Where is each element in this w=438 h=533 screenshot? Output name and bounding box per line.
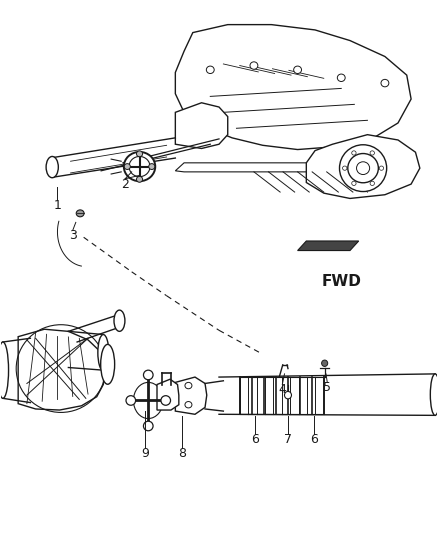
Ellipse shape (46, 157, 58, 177)
Ellipse shape (137, 151, 143, 157)
Ellipse shape (124, 164, 131, 169)
Polygon shape (175, 377, 207, 414)
Ellipse shape (129, 157, 150, 176)
Text: 9: 9 (141, 447, 149, 460)
Ellipse shape (114, 310, 125, 332)
Text: 2: 2 (121, 177, 129, 191)
Polygon shape (157, 379, 179, 410)
Ellipse shape (161, 395, 170, 405)
Ellipse shape (185, 382, 192, 389)
Ellipse shape (343, 166, 347, 170)
Ellipse shape (98, 335, 109, 370)
Polygon shape (18, 329, 105, 410)
Ellipse shape (76, 210, 84, 217)
Polygon shape (175, 25, 411, 150)
Ellipse shape (293, 66, 301, 74)
Text: 8: 8 (178, 447, 186, 460)
Text: 5: 5 (323, 381, 331, 394)
Text: 4: 4 (279, 383, 286, 397)
Ellipse shape (370, 151, 374, 155)
Ellipse shape (381, 79, 389, 87)
Ellipse shape (101, 344, 115, 384)
Ellipse shape (357, 162, 370, 174)
Polygon shape (175, 103, 228, 149)
Polygon shape (297, 241, 359, 251)
Ellipse shape (352, 181, 356, 185)
Text: FWD: FWD (321, 274, 361, 289)
Text: 7: 7 (283, 433, 292, 446)
Ellipse shape (370, 181, 374, 185)
Ellipse shape (285, 391, 291, 399)
Polygon shape (306, 135, 420, 198)
Polygon shape (175, 163, 315, 176)
Text: 6: 6 (251, 433, 259, 446)
Ellipse shape (321, 360, 328, 367)
Ellipse shape (379, 166, 384, 170)
Ellipse shape (206, 66, 214, 74)
Ellipse shape (149, 164, 155, 169)
Ellipse shape (430, 374, 438, 415)
Text: 1: 1 (53, 199, 61, 212)
Ellipse shape (124, 152, 155, 181)
Text: 6: 6 (310, 433, 318, 446)
Ellipse shape (126, 395, 136, 405)
Ellipse shape (348, 154, 378, 183)
Ellipse shape (185, 401, 192, 408)
Ellipse shape (144, 421, 153, 431)
Ellipse shape (144, 370, 153, 379)
Ellipse shape (137, 176, 143, 182)
Ellipse shape (352, 151, 356, 155)
Ellipse shape (337, 74, 345, 82)
Ellipse shape (339, 145, 387, 191)
Text: 3: 3 (69, 229, 77, 242)
Ellipse shape (0, 342, 9, 398)
Ellipse shape (250, 62, 258, 69)
